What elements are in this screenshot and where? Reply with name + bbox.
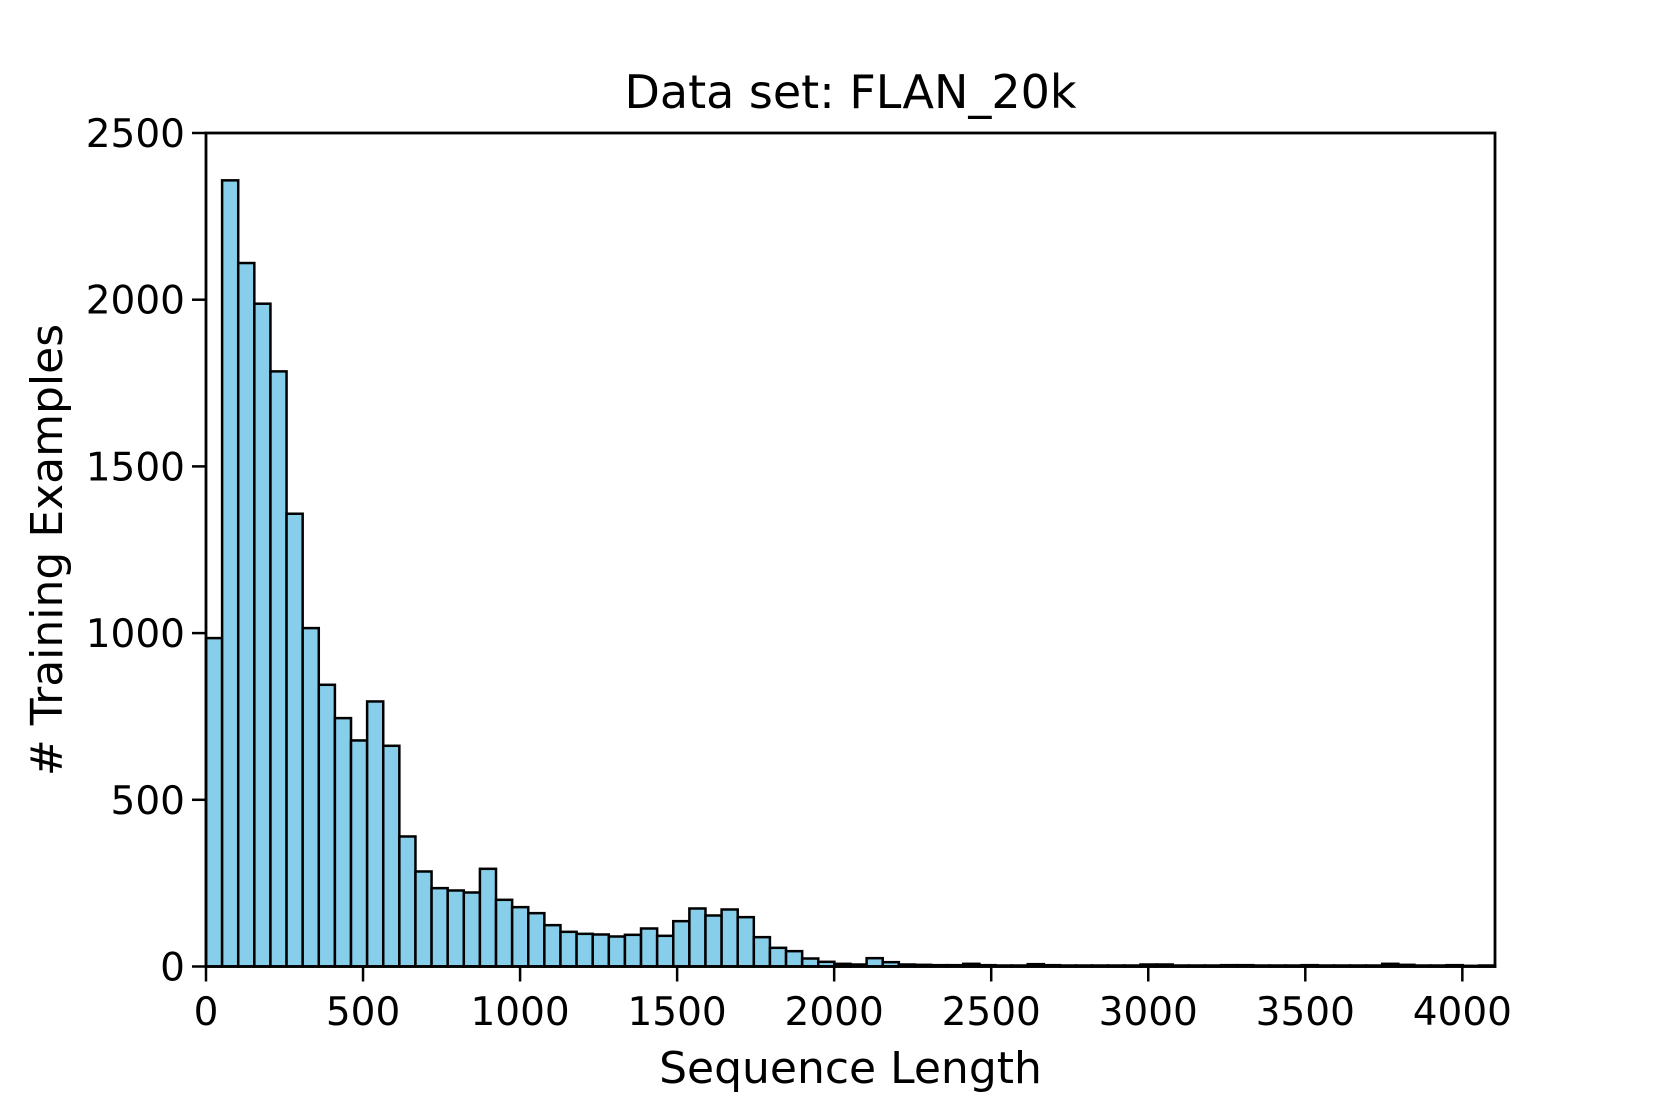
y-tick-label: 0 [160,946,185,991]
histogram-bar [575,932,594,968]
histogram-bar [301,626,321,968]
chart-title: Data set: FLAN_20k [624,65,1076,119]
histogram-bar [365,700,385,968]
x-tick-label: 1500 [627,990,726,1035]
x-tick-label: 500 [326,990,400,1035]
histogram-bar [623,933,643,968]
histogram-bar [527,911,546,968]
y-tick-label: 2000 [86,279,185,324]
y-tick-label: 2500 [86,112,185,157]
histogram-bar [285,512,304,968]
histogram-bar [559,930,578,968]
histogram-bar [478,867,498,968]
x-tick-label: 2000 [785,990,884,1035]
y-tick-label: 1000 [86,612,185,657]
histogram-bar [398,835,417,968]
x-tick-label: 1000 [470,990,569,1035]
histogram-bar [236,261,256,968]
histogram-bar [430,886,449,968]
histogram-bar [672,919,691,968]
histogram-bar [333,716,353,968]
histogram-bar [639,927,659,968]
histogram-bar [269,370,288,968]
histogram-bar [655,934,675,968]
histogram-bar [752,935,772,968]
y-ticks-group: 0 500 1000 1500 2000 2500 [86,112,206,991]
histogram-bar [317,683,337,968]
y-tick-label: 1500 [86,445,185,490]
x-ticks-group: 0 500 1000 1500 2000 2500 3000 3500 4000 [194,966,1512,1035]
histogram-bar [704,914,723,968]
histogram-bar [736,915,756,968]
x-tick-label: 0 [194,990,219,1035]
x-tick-label: 4000 [1413,990,1512,1035]
histogram-bar [688,907,707,968]
x-axis-label: Sequence Length [659,1043,1042,1094]
histogram-bar [543,923,562,968]
histogram-bar [494,898,514,968]
histogram-bar [220,179,240,968]
histogram-bar [204,636,224,968]
histogram-bar [349,739,369,968]
histogram-bar [462,891,482,968]
histogram-bar [768,946,788,968]
x-tick-label: 3000 [1099,990,1198,1035]
plot-border [204,131,1497,968]
histogram-bar [446,889,466,968]
x-tick-label: 2500 [942,990,1041,1035]
y-axis-label: # Training Examples [22,324,73,776]
histogram-bar [253,302,272,968]
histogram-bar [607,935,627,968]
histogram-bar [510,905,530,968]
histogram-bar [381,744,401,968]
histogram-bar [720,908,739,968]
histogram-bar [591,933,611,968]
x-tick-label: 3500 [1256,990,1355,1035]
histogram-bar [784,949,804,968]
histogram-bar [414,870,433,968]
y-tick-label: 500 [111,779,185,824]
bars-group [204,179,1497,968]
